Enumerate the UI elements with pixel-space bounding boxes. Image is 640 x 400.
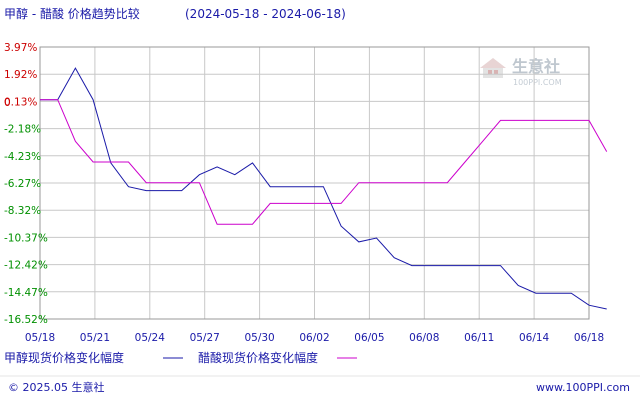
x-tick-label: 06/14 [519, 332, 550, 344]
x-tick-label: 06/11 [464, 332, 494, 344]
y-tick-label: 3.97% [4, 42, 37, 54]
x-tick-label: 06/08 [409, 332, 439, 344]
x-tick-label: 05/27 [190, 332, 220, 344]
y-tick-label: 0.13% [4, 96, 37, 108]
series-line-acetic-acid [40, 99, 608, 225]
y-tick-label: -6.27% [4, 178, 41, 190]
footer-copyright: © 2025.05 生意社 [8, 380, 104, 394]
x-tick-label: 05/21 [80, 332, 110, 344]
plot-frame [39, 46, 590, 320]
chart-title: 甲醇 - 醋酸 价格趋势比较 [4, 6, 140, 21]
y-tick-label: -8.32% [4, 205, 41, 217]
y-tick-label: -12.42% [4, 260, 48, 272]
x-tick-label: 05/18 [25, 332, 55, 344]
house-icon [480, 58, 506, 78]
y-tick-label: -14.47% [4, 287, 48, 299]
y-tick-label: 1.92% [4, 69, 37, 81]
legend-label-acetic-acid: 醋酸现货价格变化幅度 [198, 350, 318, 365]
footer-link[interactable]: www.100PPI.com [536, 381, 630, 394]
x-tick-label: 05/30 [244, 332, 274, 344]
series-line-methanol [40, 67, 607, 310]
watermark-domain: 100PPI.COM [513, 78, 562, 87]
x-axis-ticks: 05/18 05/21 05/24 05/27 05/30 06/02 06/05 06/08… [25, 332, 604, 344]
watermark-brand: 生意社 [512, 57, 560, 76]
x-tick-label: 06/05 [354, 332, 384, 344]
legend: 甲醇现货价格变化幅度 醋酸现货价格变化幅度 [4, 350, 357, 365]
x-tick-label: 06/02 [299, 332, 329, 344]
x-tick-label: 05/24 [135, 332, 166, 344]
x-tick-label: 06/18 [574, 332, 604, 344]
legend-label-methanol: 甲醇现货价格变化幅度 [4, 350, 124, 365]
series-lines [40, 67, 608, 310]
y-tick-label: -10.37% [4, 232, 48, 244]
y-tick-label: -4.23% [4, 151, 41, 163]
chart-date-range: (2024-05-18 - 2024-06-18) [185, 7, 346, 21]
grid [39, 46, 590, 320]
y-tick-label: -2.18% [4, 124, 41, 136]
y-zero-label: 0 [4, 97, 11, 109]
y-axis-ticks: 3.97% 1.92% 0.13% -2.18% -4.23% -6.27% -8.32% -… [4, 42, 48, 326]
y-tick-label: -16.52% [4, 314, 48, 326]
watermark-logo: 生意社 100PPI.COM [480, 57, 562, 87]
